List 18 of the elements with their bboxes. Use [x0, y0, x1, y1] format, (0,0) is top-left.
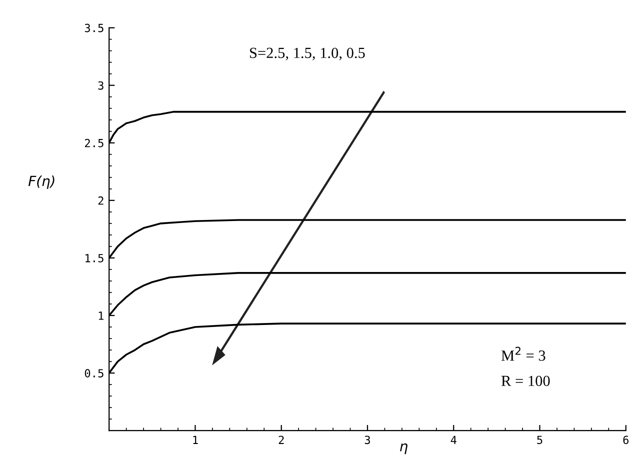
annotation: M$^{2}$ = 3: [501, 346, 546, 361]
y-tick-label: 2: [98, 196, 104, 205]
x-tick-label: 4: [450, 436, 456, 444]
y-tick-label: 2.5: [84, 138, 104, 148]
y-tick-label: 1.5: [86, 254, 104, 262]
y-tick-label: 0.5: [84, 369, 104, 378]
x-tick-label: 5: [537, 436, 542, 444]
x-axis-title: η: [400, 443, 408, 454]
x-tick-label: 3: [364, 436, 370, 444]
annotation: S=2.5, 1.5, 1.0, 0.5: [250, 48, 365, 60]
annotation: R = 100: [501, 376, 550, 386]
x-tick-label: 2: [278, 436, 284, 444]
y-axis-title: F(η): [28, 175, 54, 189]
x-tick-label: 6: [623, 436, 628, 444]
x-tick-label: 1: [193, 436, 198, 444]
y-tick-label: 3.5: [84, 24, 104, 32]
y-tick-label: 1: [98, 312, 104, 320]
y-tick-label: 3: [98, 81, 104, 90]
